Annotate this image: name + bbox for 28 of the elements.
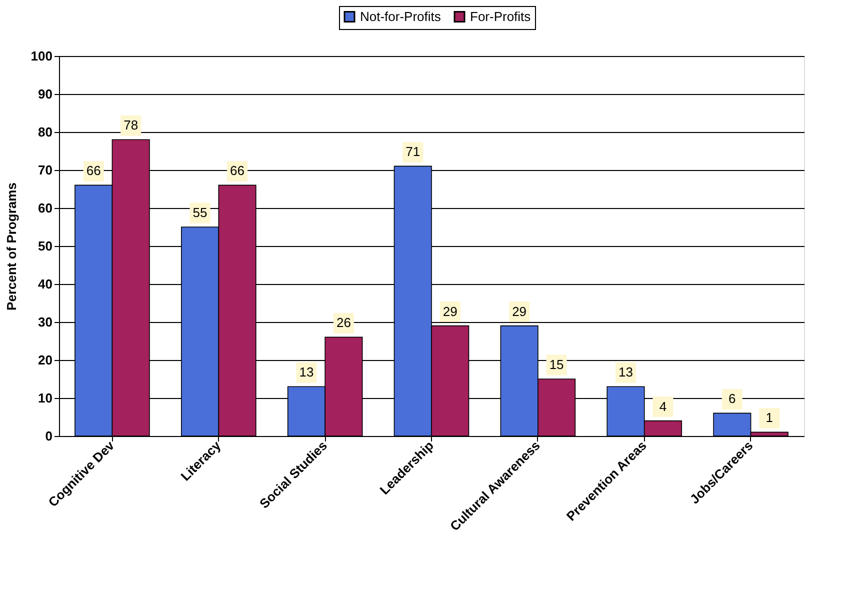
legend-label: Not-for-Profits [360, 8, 442, 24]
y-tick-label: 70 [38, 162, 52, 178]
data-label: 29 [442, 304, 458, 319]
y-tick-label: 60 [38, 200, 52, 216]
legend-label: For-Profits [470, 8, 532, 24]
y-tick-label: 0 [45, 428, 52, 444]
data-label: 26 [336, 315, 351, 330]
y-tick-label: 50 [38, 238, 52, 254]
data-label: 66 [86, 163, 101, 178]
y-tick-label: 80 [38, 124, 52, 140]
y-tick-label: 100 [30, 48, 52, 64]
data-label: 66 [230, 163, 244, 178]
y-tick-label: 40 [38, 276, 52, 292]
y-tick-label: 90 [38, 86, 52, 102]
data-label: 71 [406, 144, 420, 160]
data-label: 13 [618, 364, 633, 380]
data-label: 78 [124, 118, 138, 133]
data-label: 29 [512, 304, 527, 319]
y-tick-label: 10 [38, 390, 52, 406]
y-tick-label: 20 [38, 352, 52, 368]
data-label: 1 [766, 410, 774, 426]
data-label: 13 [299, 364, 314, 380]
data-label: 15 [549, 357, 564, 372]
y-axis-title: Percent of Programs [4, 182, 19, 310]
data-label: 6 [728, 391, 736, 406]
y-tick-label: 30 [38, 314, 52, 330]
data-label: 55 [192, 205, 208, 220]
data-label: 4 [659, 398, 667, 414]
